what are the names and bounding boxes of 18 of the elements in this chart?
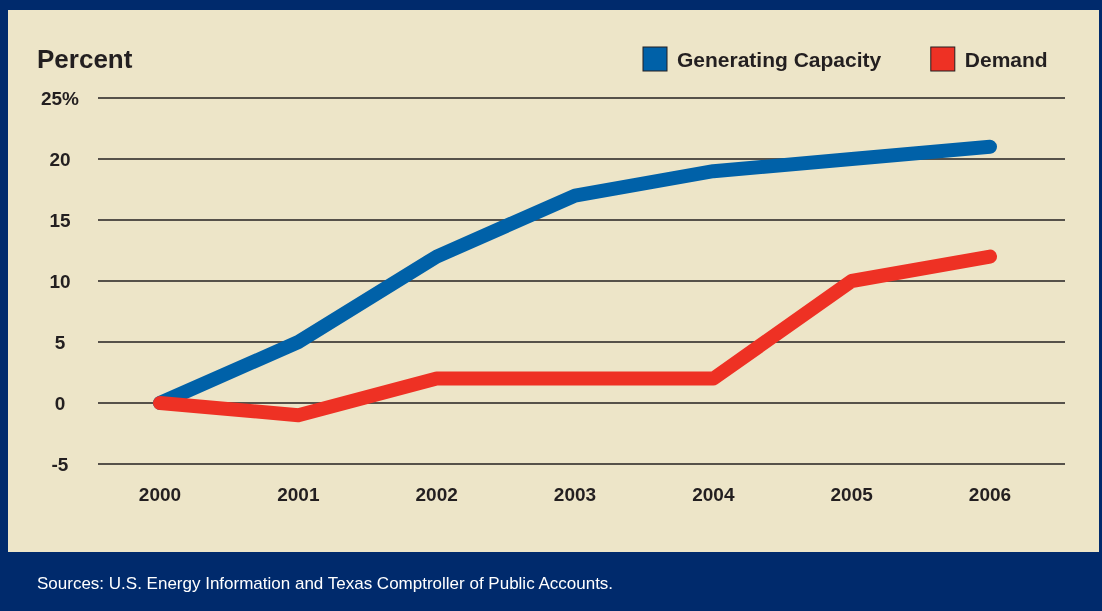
x-tick-label: 2006 xyxy=(968,484,1012,505)
y-tick-label: 5 xyxy=(54,332,66,353)
x-tick-label: 2003 xyxy=(553,484,597,505)
y-tick-label: 0 xyxy=(54,393,66,414)
source-note: Sources: U.S. Energy Information and Texas Comptroller of Public Accounts. xyxy=(37,574,614,593)
x-tick-label: 2001 xyxy=(277,484,320,505)
y-tick-label: 25% xyxy=(40,88,80,109)
x-tick-label: 2004 xyxy=(692,484,735,505)
x-tick-label: 2005 xyxy=(830,484,874,505)
x-tick-label: 2002 xyxy=(415,484,458,505)
y-tick-label: -5 xyxy=(51,454,69,475)
y-tick-label: 10 xyxy=(49,271,71,292)
y-axis-title: Percent xyxy=(37,44,133,74)
y-tick-label: 20 xyxy=(49,149,71,170)
y-tick-label: 15 xyxy=(49,210,71,231)
x-tick-label: 2000 xyxy=(138,484,182,505)
legend-label: Generating Capacity xyxy=(677,48,882,71)
legend-label: Demand xyxy=(964,48,1048,71)
